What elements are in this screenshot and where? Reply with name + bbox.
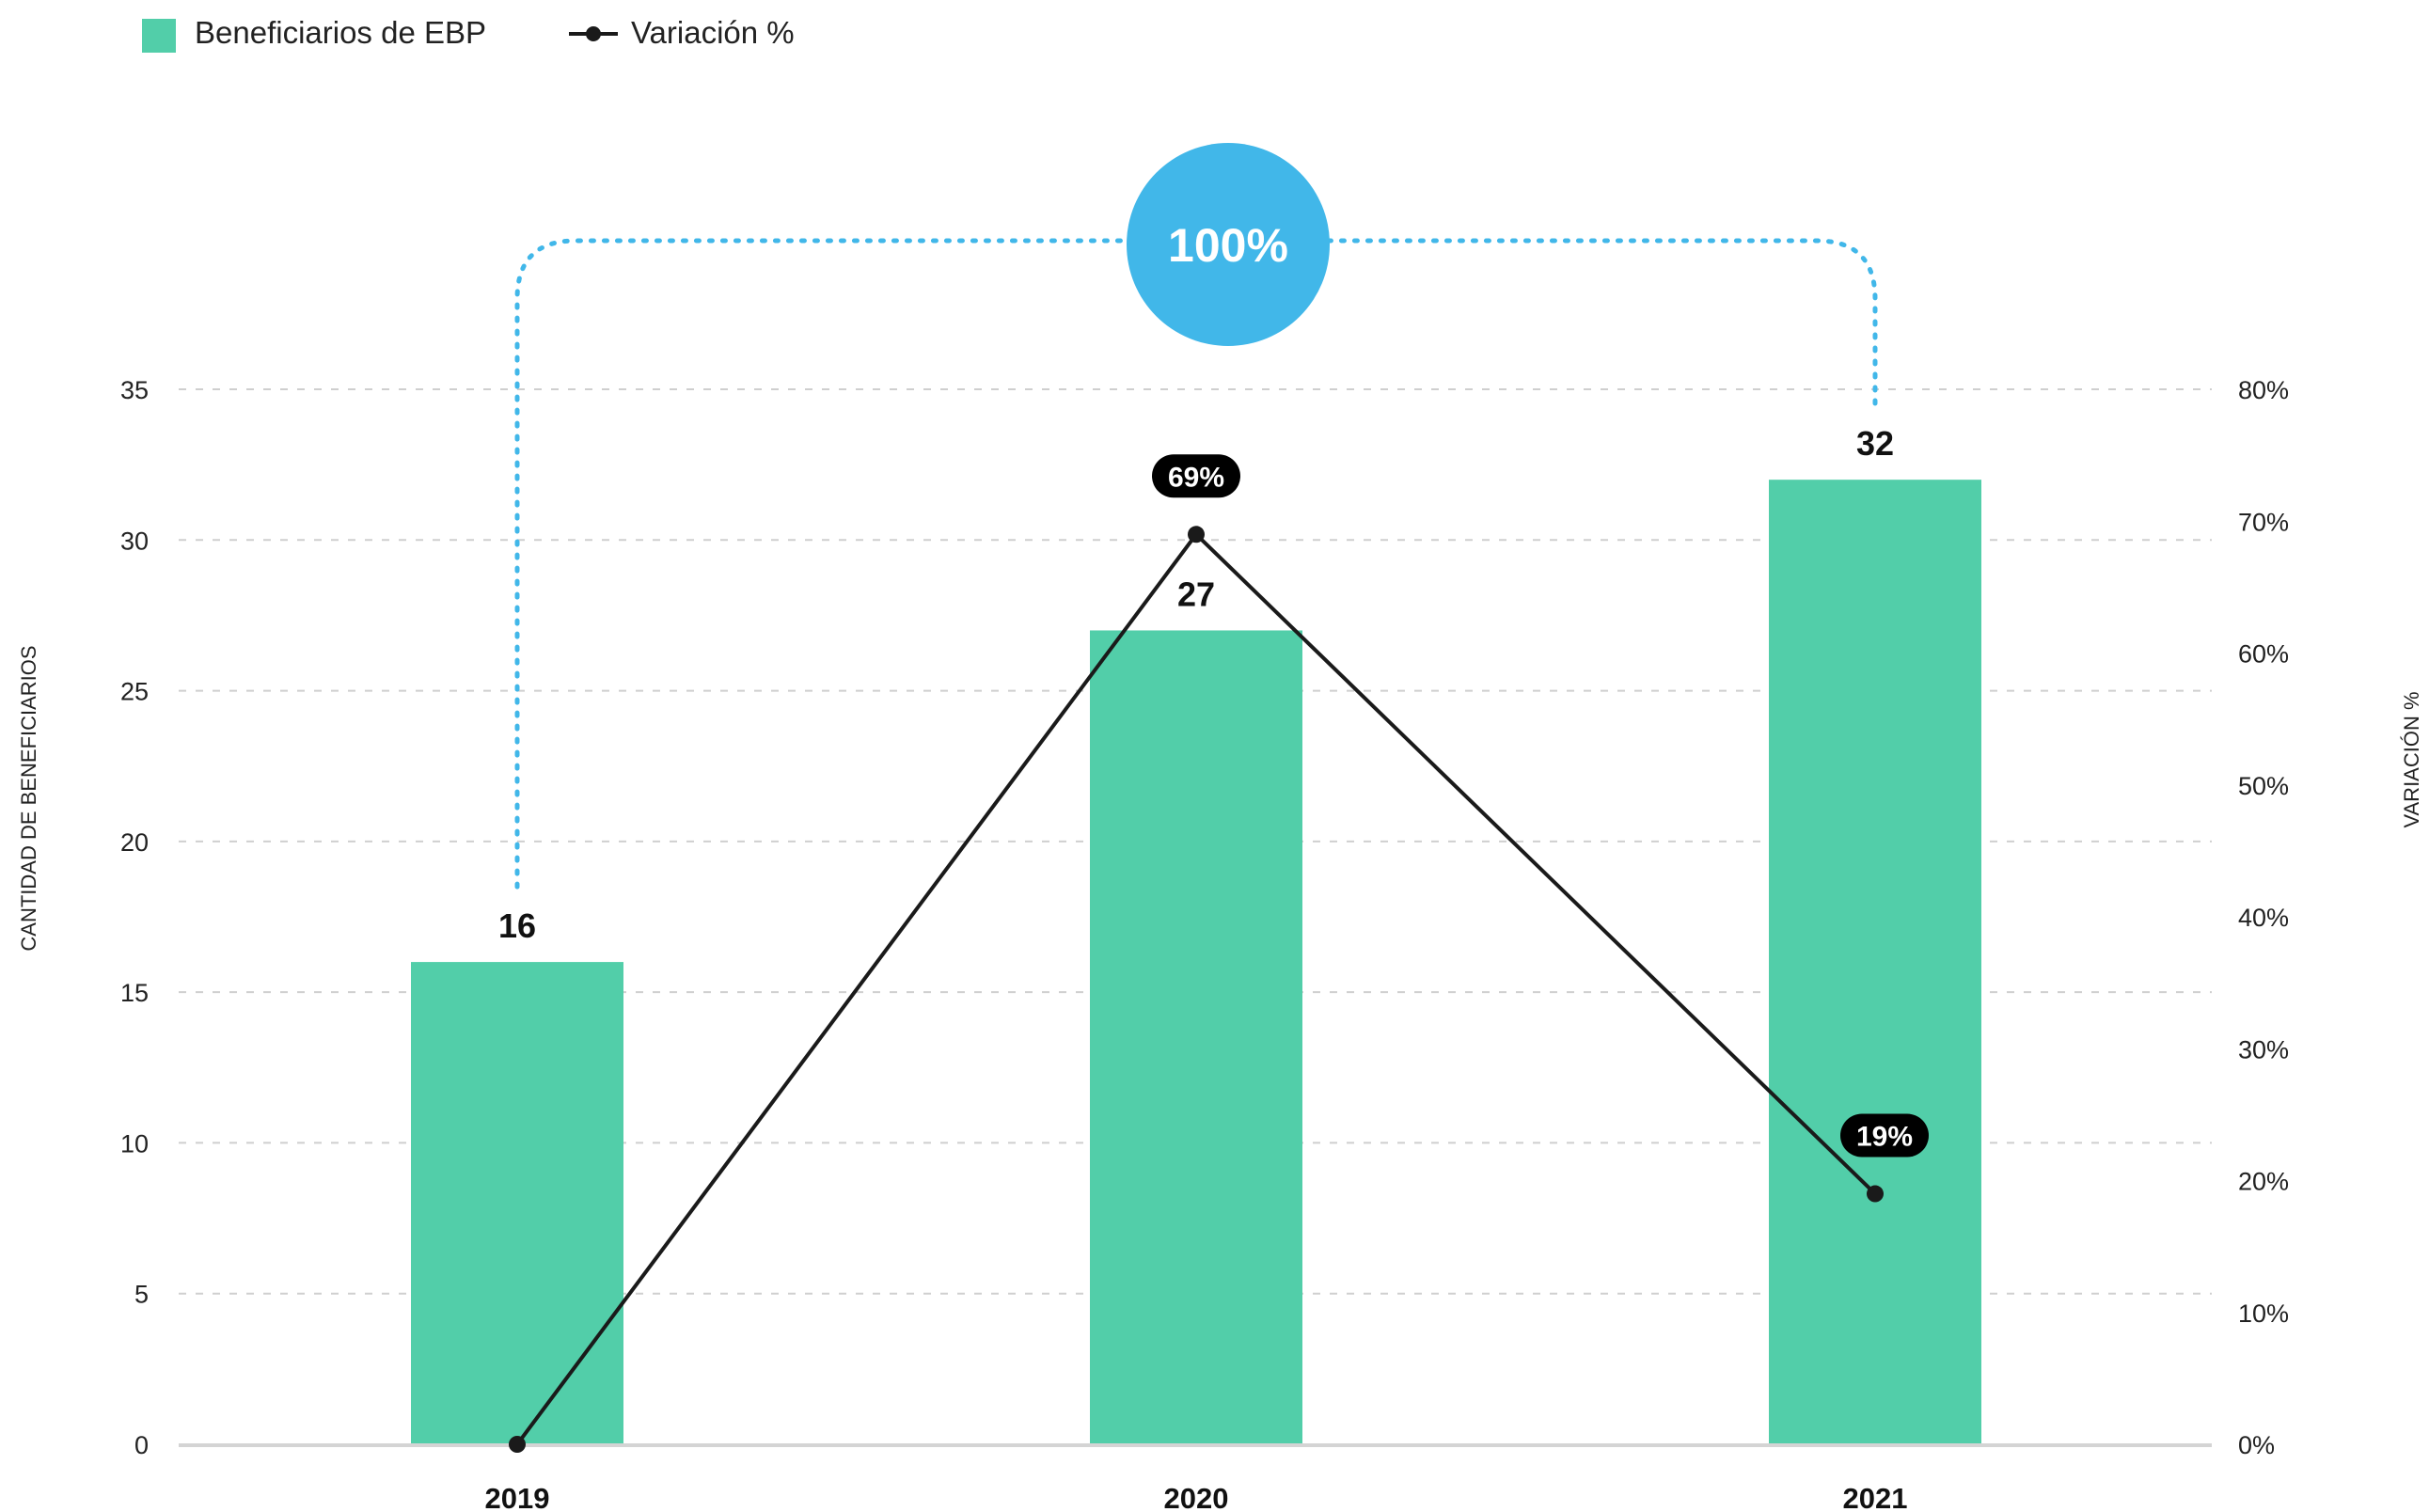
right-tick-label: 80% — [2238, 376, 2289, 404]
x-tick-label: 2021 — [1843, 1482, 1908, 1512]
bar-series — [411, 480, 1981, 1445]
left-tick-label: 35 — [120, 376, 149, 404]
line-value-labels: 69% 19% — [1152, 454, 1929, 1158]
x-axis-labels: 2019 2020 2021 — [485, 1482, 1908, 1512]
line-series — [509, 526, 1884, 1453]
left-tick-label: 0 — [134, 1431, 149, 1459]
x-tick-label: 2020 — [1164, 1482, 1229, 1512]
line-value-label: 19% — [1856, 1122, 1913, 1153]
right-axis-title: VARIACIÓN % — [2400, 691, 2423, 827]
right-tick-label: 0% — [2238, 1431, 2275, 1459]
bar — [411, 962, 623, 1444]
legend: Beneficiarios de EBP Variación % — [142, 15, 795, 53]
left-tick-label: 5 — [134, 1281, 149, 1309]
left-tick-label: 30 — [120, 527, 149, 555]
line-point — [1188, 526, 1205, 543]
left-tick-label: 25 — [120, 678, 149, 706]
x-tick-label: 2019 — [485, 1482, 550, 1512]
legend-line-label: Variación % — [631, 15, 795, 50]
badge-background — [1840, 1113, 1929, 1158]
total-change-label: 100% — [1168, 219, 1288, 272]
bar-value-label: 27 — [1177, 575, 1215, 613]
left-tick-label: 20 — [120, 828, 149, 857]
right-tick-label: 70% — [2238, 508, 2289, 536]
bar-value-label: 32 — [1856, 424, 1894, 463]
total-change-badge: 100% — [1127, 143, 1330, 346]
bar-value-labels: 16 27 32 — [498, 424, 1894, 945]
line-value-label: 69% — [1168, 462, 1224, 493]
line-point — [1867, 1185, 1884, 1203]
left-axis-ticks: 0 5 10 15 20 25 30 35 — [120, 376, 149, 1459]
right-tick-label: 40% — [2238, 904, 2289, 932]
legend-bar-swatch — [142, 19, 176, 53]
bar-value-label: 16 — [498, 906, 536, 945]
right-tick-label: 50% — [2238, 772, 2289, 800]
right-tick-label: 10% — [2238, 1299, 2289, 1328]
right-tick-label: 60% — [2238, 640, 2289, 669]
line-point — [509, 1436, 526, 1453]
right-tick-label: 30% — [2238, 1035, 2289, 1063]
left-tick-label: 10 — [120, 1129, 149, 1158]
bar — [1090, 630, 1302, 1444]
legend-bar-label: Beneficiarios de EBP — [195, 15, 486, 50]
left-axis-title: CANTIDAD DE BENEFICIARIOS — [17, 645, 40, 951]
right-tick-label: 20% — [2238, 1168, 2289, 1196]
right-axis-ticks: 0% 10% 20% 30% 40% 50% 60% 70% 80% — [2238, 376, 2289, 1459]
total-change-circle — [1127, 143, 1330, 346]
line-value-badge: 69% — [1152, 454, 1240, 498]
badge-background — [1152, 454, 1240, 498]
line-value-badge: 19% — [1840, 1113, 1929, 1158]
left-tick-label: 15 — [120, 979, 149, 1007]
bar — [1769, 480, 1981, 1445]
legend-line-marker — [586, 26, 601, 41]
